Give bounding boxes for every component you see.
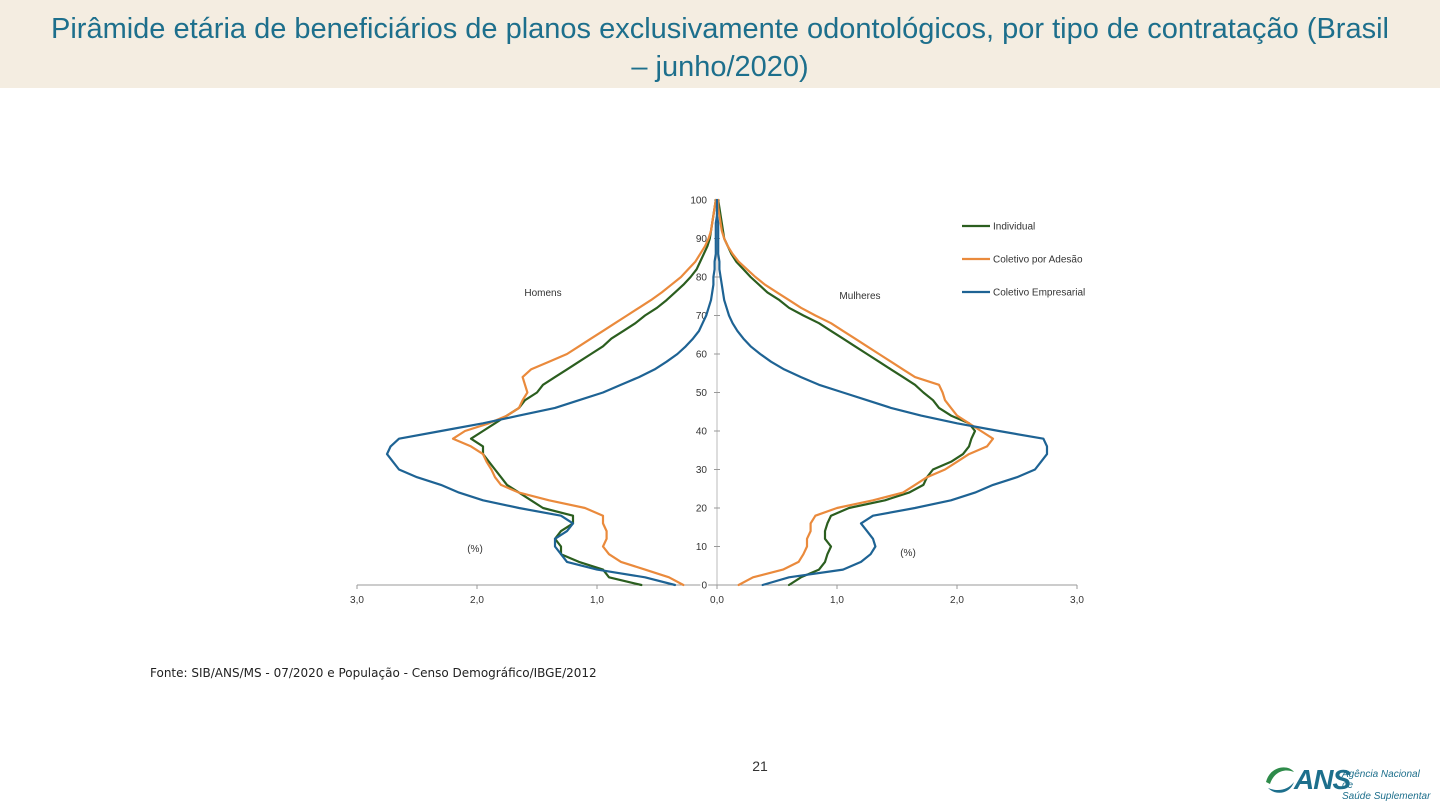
slide-title: Pirâmide etária de beneficiários de plan… [51, 13, 1389, 83]
source-note: Fonte: SIB/ANS/MS - 07/2020 e População … [150, 666, 597, 680]
y-tick-label: 0 [701, 581, 707, 592]
y-tick-label: 50 [696, 388, 708, 399]
legend-label: Coletivo Empresarial [993, 288, 1085, 299]
series-line-women [715, 198, 1049, 587]
x-tick-label: 3,0 [1070, 595, 1084, 606]
ans-logo: ANS Agência Nacional de Saúde Suplementa… [1262, 760, 1432, 802]
legend-label: Individual [993, 222, 1035, 233]
logo-ans-text: ANS [1294, 764, 1351, 795]
legend-label: Coletivo por Adesão [993, 255, 1083, 266]
unit-label-left: (%) [467, 544, 483, 555]
unit-label-right: (%) [900, 548, 916, 559]
y-tick-label: 30 [696, 465, 708, 476]
logo-agency-line2: Saúde Suplementar [1342, 791, 1431, 802]
y-tick-label: 20 [696, 504, 708, 515]
x-tick-label: 0,0 [710, 595, 724, 606]
logo-agency-name: Agência Nacional de Saúde Suplementar [1342, 769, 1432, 802]
series-line-women [717, 198, 977, 587]
series-line-men [469, 198, 717, 587]
series-line-women [717, 198, 995, 587]
logo-agency-line1: Agência Nacional de [1342, 769, 1420, 791]
page-number: 21 [752, 758, 768, 774]
x-tick-label: 1,0 [590, 595, 604, 606]
x-tick-label: 2,0 [470, 595, 484, 606]
series-line-men [451, 198, 717, 587]
label-mulheres: Mulheres [839, 291, 880, 302]
y-tick-label: 100 [690, 196, 707, 207]
x-tick-label: 1,0 [830, 595, 844, 606]
x-tick-label: 2,0 [950, 595, 964, 606]
y-tick-label: 40 [696, 427, 708, 438]
series-line-men [385, 198, 719, 587]
label-homens: Homens [524, 288, 561, 299]
y-tick-label: 60 [696, 350, 708, 361]
y-tick-label: 80 [696, 273, 708, 284]
x-tick-label: 3,0 [350, 595, 364, 606]
y-tick-label: 10 [696, 542, 708, 553]
ans-swoosh-logo-icon [1266, 767, 1294, 793]
title-bar [0, 0, 1440, 88]
